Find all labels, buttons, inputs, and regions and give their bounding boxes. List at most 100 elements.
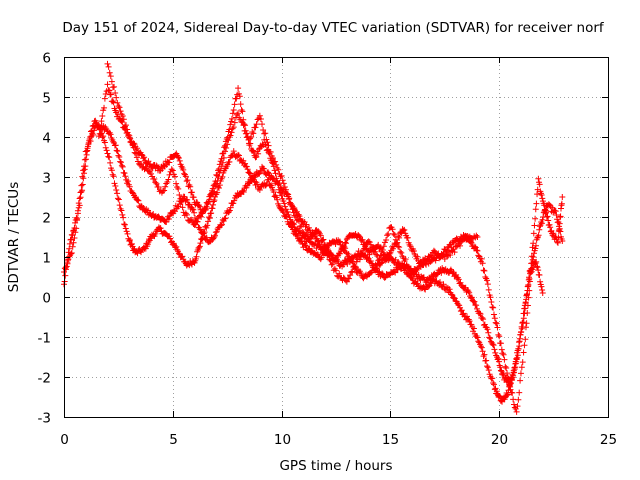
data-point xyxy=(406,241,413,248)
data-point xyxy=(319,237,326,244)
data-point xyxy=(76,202,83,209)
data-point xyxy=(475,252,482,259)
data-point xyxy=(418,261,425,268)
data-point xyxy=(484,326,491,333)
data-point xyxy=(66,240,73,247)
data-point xyxy=(274,196,281,203)
data-point xyxy=(348,269,355,276)
data-point xyxy=(519,359,526,366)
data-point xyxy=(155,184,162,191)
data-point xyxy=(514,403,521,410)
data-point xyxy=(248,134,255,141)
data-point xyxy=(177,195,184,202)
data-point xyxy=(539,286,546,293)
data-point xyxy=(477,310,484,317)
data-point xyxy=(74,210,81,217)
data-point xyxy=(386,250,393,257)
data-point xyxy=(222,148,229,155)
data-point xyxy=(114,148,121,155)
data-point xyxy=(395,233,402,240)
data-point xyxy=(210,198,217,205)
data-point xyxy=(107,131,114,138)
data-point xyxy=(235,151,242,158)
data-point xyxy=(171,173,178,180)
data-point xyxy=(458,238,465,245)
data-point xyxy=(516,335,523,342)
data-point xyxy=(378,259,385,266)
data-point xyxy=(518,364,525,371)
data-point xyxy=(189,205,196,212)
data-point xyxy=(96,130,103,137)
data-point xyxy=(451,249,458,256)
data-point xyxy=(366,251,373,258)
data-point xyxy=(105,153,112,160)
data-point xyxy=(99,113,106,120)
data-point xyxy=(229,110,236,117)
data-point xyxy=(510,369,517,376)
data-point xyxy=(414,253,421,260)
data-point xyxy=(457,242,464,249)
data-point xyxy=(495,358,502,365)
data-point xyxy=(76,195,83,202)
data-point xyxy=(204,222,211,229)
data-point xyxy=(175,185,182,192)
data-point xyxy=(501,356,508,363)
data-point xyxy=(516,343,523,350)
data-point xyxy=(377,260,384,267)
data-point xyxy=(352,263,359,270)
data-point xyxy=(242,160,249,167)
data-point xyxy=(182,173,189,180)
data-point xyxy=(518,328,525,335)
data-point xyxy=(389,226,396,233)
y-tick-label: -1 xyxy=(38,331,51,347)
data-point xyxy=(215,173,222,180)
chart-title: Day 151 of 2024, Sidereal Day-to-day VTE… xyxy=(62,20,605,36)
data-point xyxy=(135,197,142,204)
data-point xyxy=(228,129,235,136)
data-point xyxy=(214,189,221,196)
data-point xyxy=(538,283,545,290)
data-point xyxy=(203,224,210,231)
data-point xyxy=(492,319,499,326)
data-point xyxy=(486,334,493,341)
data-point xyxy=(349,268,356,275)
data-point xyxy=(343,240,350,247)
data-point xyxy=(553,212,560,219)
data-point xyxy=(504,392,511,399)
data-point xyxy=(526,278,533,285)
data-point xyxy=(132,150,139,157)
data-point xyxy=(126,134,133,141)
data-point xyxy=(473,247,480,254)
y-tick-label: 6 xyxy=(42,51,51,67)
data-point xyxy=(474,247,481,254)
x-tick-label: 20 xyxy=(491,432,508,448)
data-point xyxy=(230,200,237,207)
y-tick-label: 0 xyxy=(42,291,51,307)
data-point xyxy=(115,196,122,203)
data-point xyxy=(491,315,498,322)
data-point xyxy=(185,201,192,208)
data-point xyxy=(496,333,503,340)
data-point xyxy=(272,158,279,165)
data-point xyxy=(126,238,133,245)
data-point xyxy=(108,78,115,85)
data-point xyxy=(543,209,550,216)
data-point xyxy=(205,214,212,221)
data-point xyxy=(484,364,491,371)
data-point xyxy=(284,190,291,197)
data-point xyxy=(477,343,484,350)
data-point xyxy=(370,262,377,269)
x-tick-label: 0 xyxy=(60,432,69,448)
data-point xyxy=(422,286,429,293)
data-point xyxy=(165,216,172,223)
data-point xyxy=(83,151,90,158)
data-point xyxy=(506,382,513,389)
data-point xyxy=(515,396,522,403)
data-point xyxy=(163,218,170,225)
data-point xyxy=(245,180,252,187)
data-point xyxy=(480,267,487,274)
data-point xyxy=(533,263,540,270)
data-point xyxy=(273,175,280,182)
data-point xyxy=(485,367,492,374)
data-point xyxy=(238,107,245,114)
